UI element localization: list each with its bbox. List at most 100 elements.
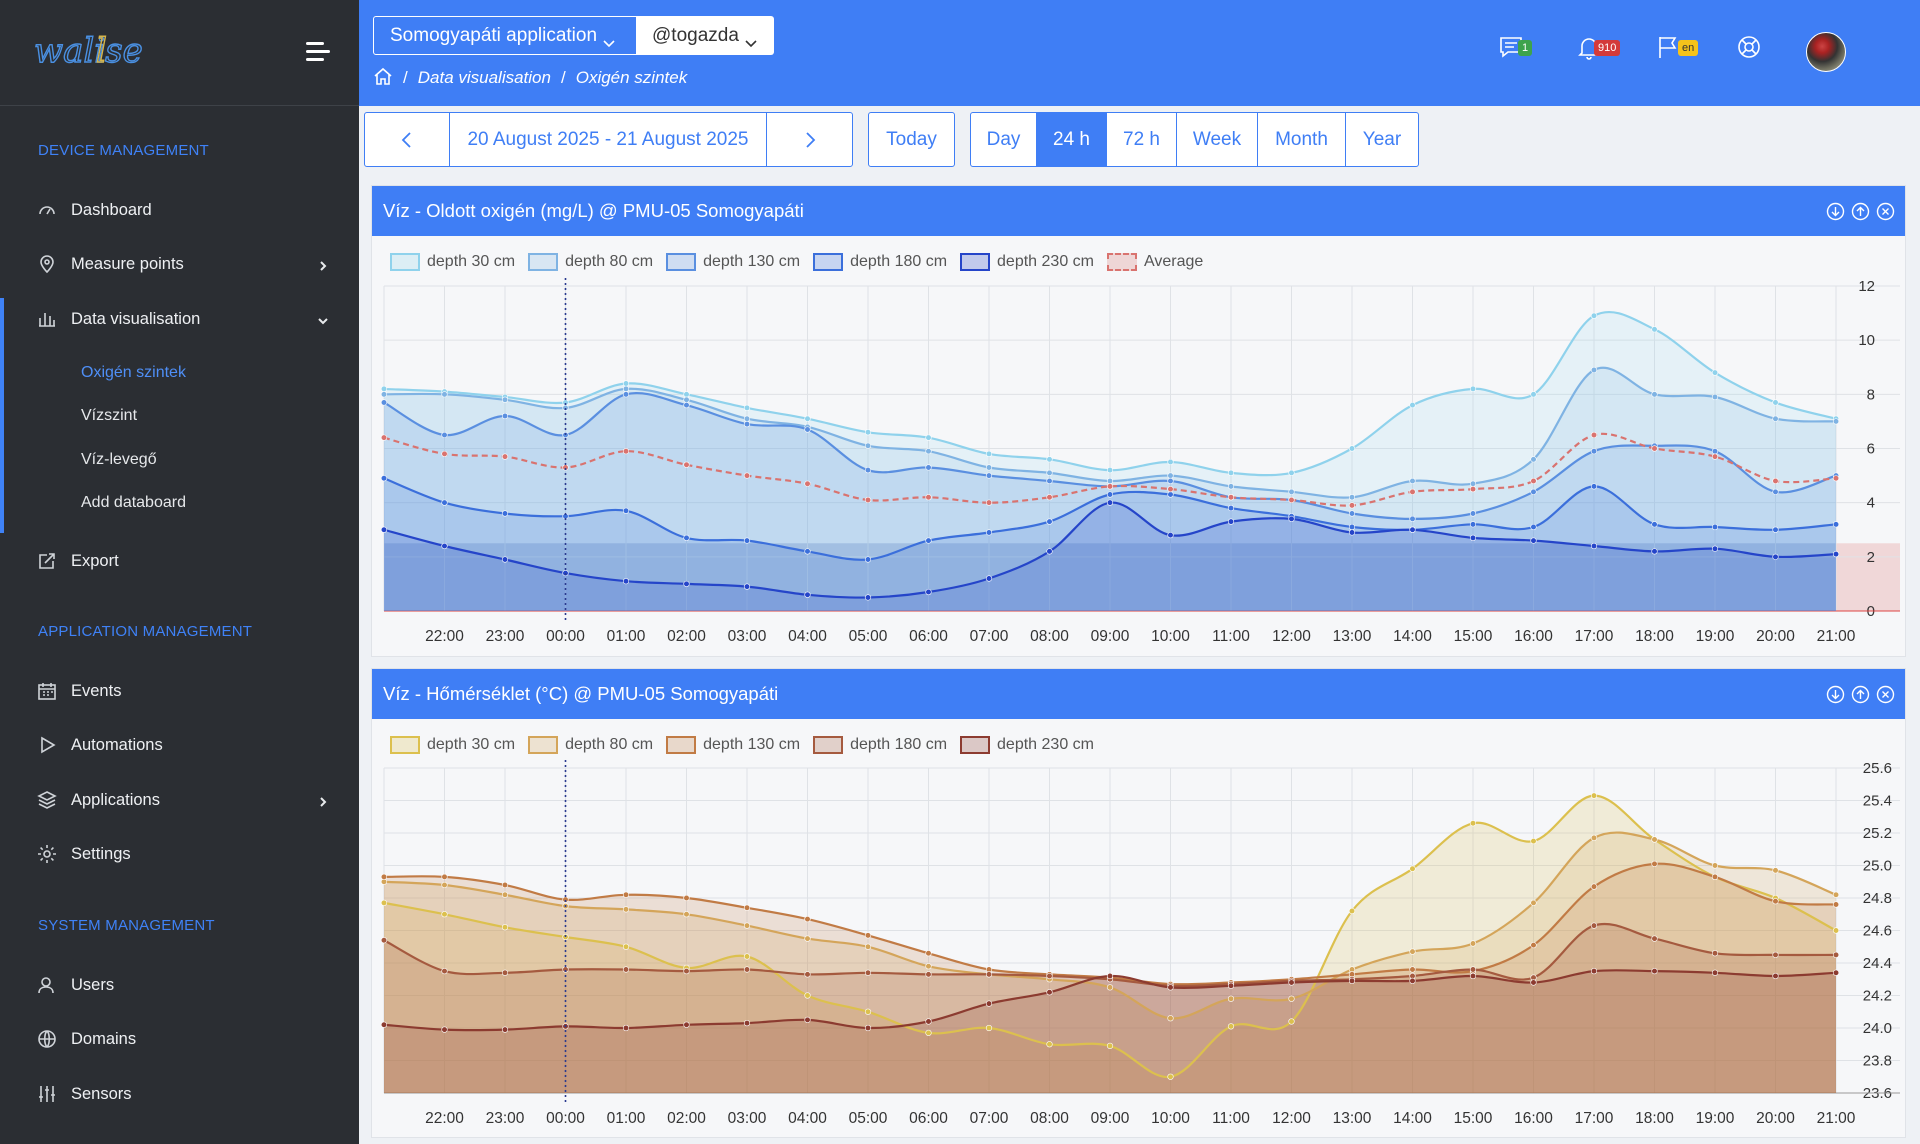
application-select[interactable]: Somogyapáti application xyxy=(373,16,637,55)
svg-text:l: l xyxy=(96,31,107,71)
sidebar-item-data-visualisation[interactable]: Data visualisation xyxy=(0,296,359,342)
next-period-button[interactable] xyxy=(766,112,853,167)
breadcrumb-item[interactable]: Oxigén szintek xyxy=(575,68,688,87)
close-icon xyxy=(1876,202,1895,221)
data-point xyxy=(743,421,751,428)
legend-item[interactable]: depth 230 cm xyxy=(960,253,1094,271)
data-point xyxy=(1106,477,1114,485)
data-point xyxy=(380,899,388,906)
x-tick-label: 14:00 xyxy=(1393,1110,1432,1127)
legend-item[interactable]: depth 30 cm xyxy=(390,736,515,754)
sidebar-item-automations[interactable]: Automations xyxy=(0,722,359,768)
data-point xyxy=(1167,532,1174,539)
language-button[interactable]: en xyxy=(1656,34,1699,64)
data-point xyxy=(864,496,872,504)
range-24h-button[interactable]: 24 h xyxy=(1036,112,1107,167)
y-tick-label: 23.8 xyxy=(1863,1053,1892,1070)
sidebar-item-events[interactable]: Events xyxy=(0,668,359,714)
messages-button[interactable]: 1 xyxy=(1498,34,1533,64)
panel-upload-button[interactable] xyxy=(1851,202,1870,221)
lifebuoy-icon xyxy=(1738,36,1760,58)
today-button[interactable]: Today xyxy=(868,112,955,167)
panel-close-button[interactable] xyxy=(1876,202,1895,221)
y-tick-label: 24.8 xyxy=(1863,890,1892,907)
legend-item[interactable]: depth 130 cm xyxy=(666,736,800,754)
date-range-display[interactable]: 20 August 2025 - 21 August 2025 xyxy=(449,112,767,167)
sidebar-item-settings[interactable]: Settings xyxy=(0,831,359,877)
x-tick-label: 07:00 xyxy=(970,1110,1009,1127)
data-point xyxy=(1772,867,1779,874)
sidebar-subitem-water-air[interactable]: Víz-levegő xyxy=(81,451,157,468)
data-point xyxy=(1046,456,1053,463)
panel-upload-button[interactable] xyxy=(1851,685,1870,704)
sidebar-subitem-add-databoard[interactable]: Add databoard xyxy=(81,494,186,511)
walise-logo[interactable]: walise l xyxy=(34,30,174,74)
range-day-button[interactable]: Day xyxy=(970,112,1037,167)
legend-item[interactable]: depth 230 cm xyxy=(960,736,1094,754)
sidebar-item-dashboard[interactable]: Dashboard xyxy=(0,187,359,233)
range-72h-button[interactable]: 72 h xyxy=(1106,112,1177,167)
legend-item[interactable]: depth 130 cm xyxy=(666,253,800,271)
panel-download-button[interactable] xyxy=(1826,685,1845,704)
x-tick-label: 16:00 xyxy=(1514,1110,1553,1127)
data-point xyxy=(501,412,509,420)
help-button[interactable] xyxy=(1736,34,1766,64)
sidebar-item-users[interactable]: Users xyxy=(0,962,359,1008)
breadcrumb-item[interactable]: Data visualisation xyxy=(417,68,551,87)
panel-download-button[interactable] xyxy=(1826,202,1845,221)
legend-item[interactable]: depth 80 cm xyxy=(528,736,653,754)
data-point xyxy=(1772,951,1779,958)
data-point xyxy=(441,873,448,880)
data-point xyxy=(1651,548,1658,555)
x-tick-label: 09:00 xyxy=(1091,628,1130,645)
sidebar-item-measure-points[interactable]: Measure points xyxy=(0,241,359,287)
range-year-button[interactable]: Year xyxy=(1345,112,1419,167)
data-point xyxy=(925,537,932,544)
legend-item[interactable]: Average xyxy=(1106,253,1203,271)
data-point xyxy=(743,904,751,911)
sidebar-item-label: Export xyxy=(71,551,119,570)
legend-item[interactable]: depth 180 cm xyxy=(813,253,947,271)
avatar[interactable] xyxy=(1806,32,1846,72)
data-point xyxy=(1167,491,1174,498)
data-point xyxy=(441,391,448,398)
oxygen-chart-panel: 0 2 4 6 8 10 12 22:00 23:00 00:00 01:00 02:00 03:00 0… xyxy=(371,185,1906,657)
sidebar-item-sensors[interactable]: Sensors xyxy=(0,1071,359,1117)
series-area xyxy=(384,478,1836,611)
data-point xyxy=(1288,515,1295,523)
data-point xyxy=(1469,534,1477,541)
sidebar-subitem-water-level[interactable]: Vízszint xyxy=(81,407,138,424)
data-point xyxy=(743,953,751,960)
sidebar-item-export[interactable]: Export xyxy=(0,538,359,584)
sidebar-toggle-button[interactable] xyxy=(306,42,332,64)
range-week-button[interactable]: Week xyxy=(1176,112,1258,167)
data-point xyxy=(743,1020,751,1027)
sidebar-item-domains[interactable]: Domains xyxy=(0,1016,359,1062)
x-tick-label: 06:00 xyxy=(909,1110,948,1127)
data-point xyxy=(441,881,448,889)
data-point xyxy=(562,404,569,411)
prev-period-button[interactable] xyxy=(364,112,450,167)
range-month-button[interactable]: Month xyxy=(1257,112,1346,167)
data-point xyxy=(1832,969,1840,976)
user-select[interactable]: @togazda xyxy=(636,16,774,55)
data-point xyxy=(804,480,811,487)
legend-item[interactable]: depth 80 cm xyxy=(528,253,653,271)
legend-item[interactable]: depth 30 cm xyxy=(390,253,515,271)
sidebar-item-applications[interactable]: Applications xyxy=(0,777,359,823)
data-point xyxy=(864,429,872,436)
sidebar-subitem-oxygen-levels[interactable]: Oxigén szintek xyxy=(81,364,186,381)
x-tick-label: 03:00 xyxy=(728,628,767,645)
data-point xyxy=(1409,977,1416,984)
legend-item[interactable]: depth 180 cm xyxy=(813,736,947,754)
notifications-button[interactable]: 910 xyxy=(1576,34,1621,64)
panel-close-button[interactable] xyxy=(1876,685,1895,704)
sidebar-item-label: Users xyxy=(71,975,115,994)
x-tick-label: 01:00 xyxy=(607,628,646,645)
sidebar-item-label: Data visualisation xyxy=(71,309,201,328)
data-point xyxy=(1772,972,1779,980)
x-tick-label: 05:00 xyxy=(849,1110,888,1127)
data-point xyxy=(380,526,388,533)
data-point xyxy=(925,588,932,596)
home-icon[interactable] xyxy=(373,66,393,91)
